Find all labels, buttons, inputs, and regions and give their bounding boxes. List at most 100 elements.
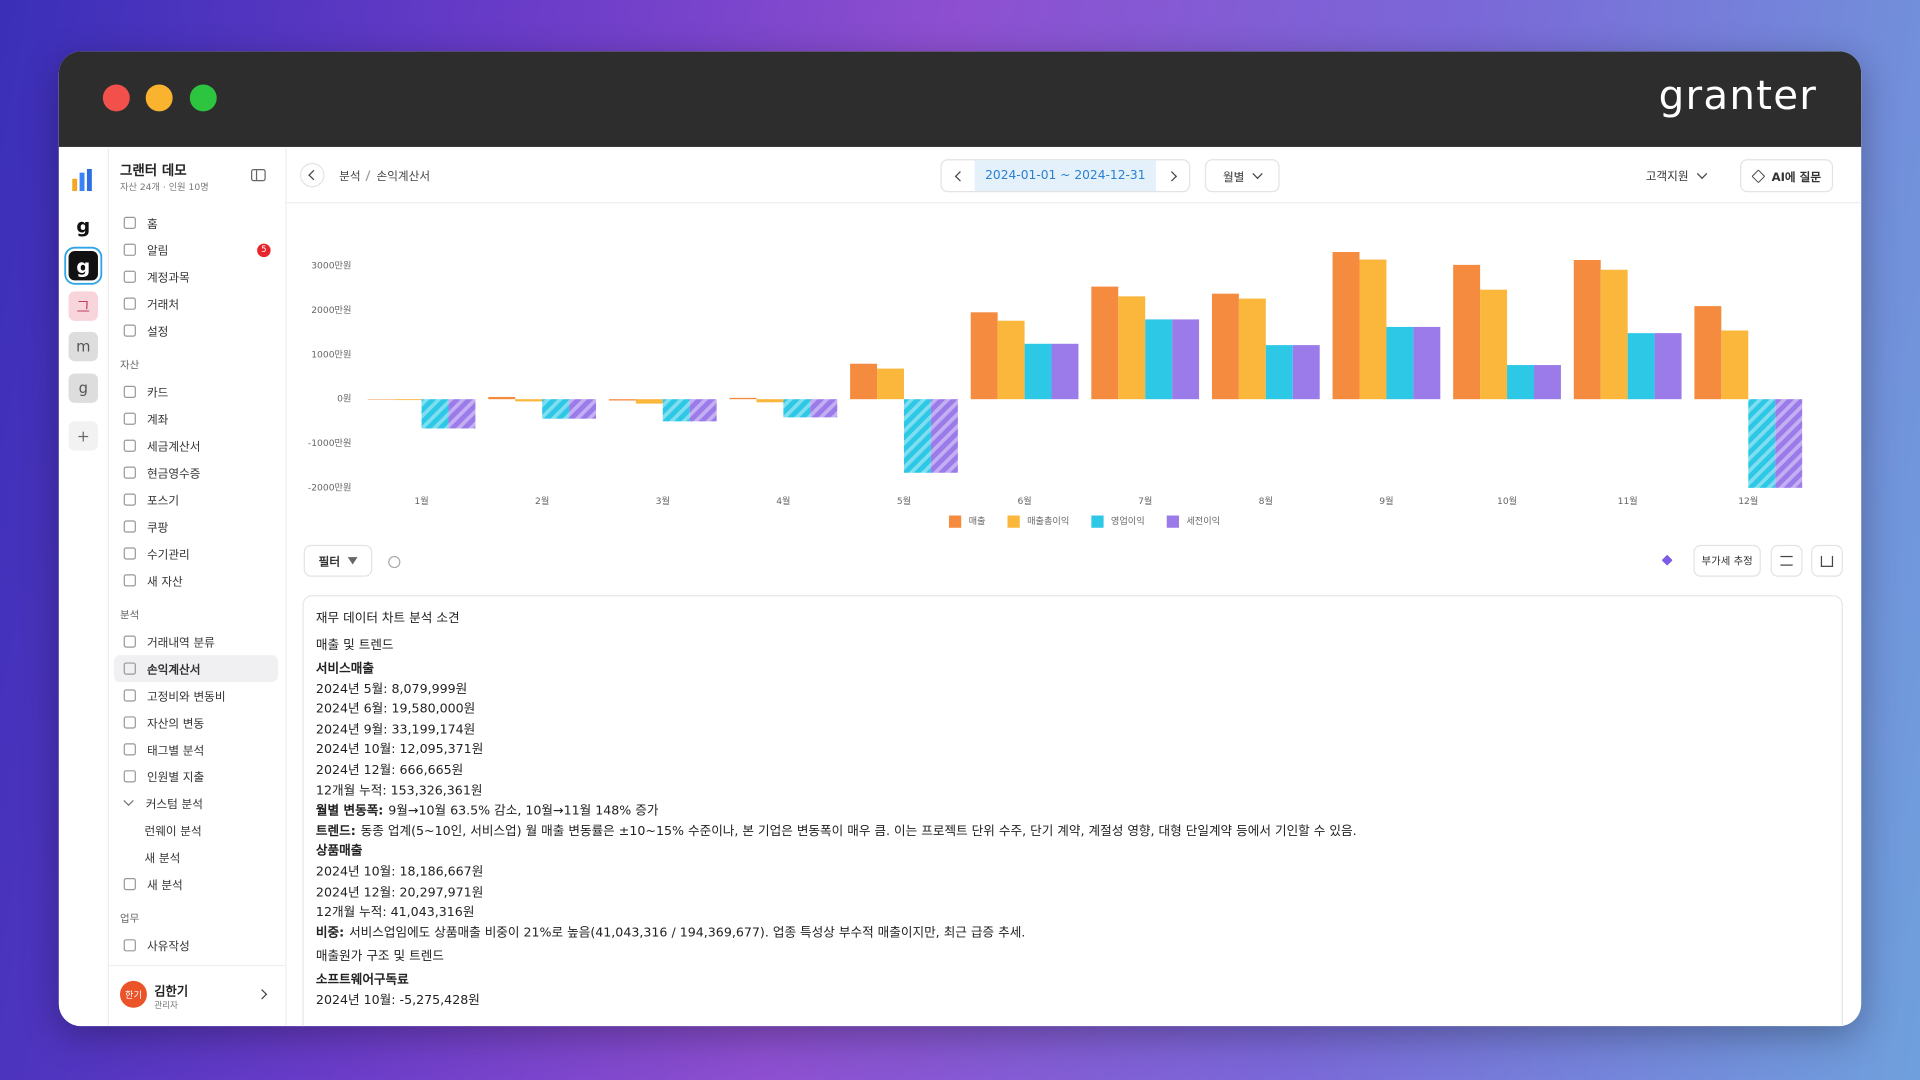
bar xyxy=(1748,399,1776,488)
nav-icon xyxy=(123,520,136,533)
workspace-item[interactable]: g xyxy=(68,373,98,403)
prev-period[interactable] xyxy=(942,170,975,181)
ai-sparkle[interactable] xyxy=(1661,554,1673,566)
nav-item[interactable]: 계좌 xyxy=(114,405,278,432)
bar xyxy=(689,399,717,422)
bar xyxy=(850,363,878,400)
chart: 3000만원 2000만원 1000만원 0원 -1000만원 -2000만원 1월 2월 3월… xyxy=(308,252,1803,528)
bar xyxy=(1721,330,1749,400)
header: 분석 손익계산서 2024-01-01 ~ 2024-12-31 월별 고객지원 … xyxy=(285,147,1862,204)
bar xyxy=(1413,326,1441,400)
download-button[interactable] xyxy=(1811,544,1843,577)
nav-label: 새 분석 xyxy=(146,879,183,893)
nav-icon xyxy=(123,324,136,337)
nav-item[interactable]: 수기관리 xyxy=(114,540,278,567)
analysis-text: 매출 및 트렌드 xyxy=(315,637,394,653)
help-icon[interactable] xyxy=(388,555,401,569)
nav-icon xyxy=(123,689,136,702)
nav-item[interactable]: 포스기 xyxy=(114,486,278,513)
analysis-line: 재무 데이터 차트 분석 소견 xyxy=(316,605,1829,632)
analysis-text: 2024년 10월: 12,095,371원 xyxy=(315,742,484,758)
analysis-line: 12개월 누적: 41,043,316원 xyxy=(316,903,1829,923)
nav-item[interactable]: 새 분석 xyxy=(114,871,278,898)
bar xyxy=(1118,296,1146,400)
nav-item[interactable]: 새 분석 xyxy=(114,844,278,871)
nav-icon xyxy=(123,716,136,729)
x-tick-label: 11월 xyxy=(1618,495,1638,507)
close-button[interactable] xyxy=(102,84,130,112)
bar xyxy=(1292,345,1320,400)
bar xyxy=(997,320,1025,400)
bar xyxy=(635,399,663,404)
nav-icon xyxy=(123,547,136,560)
bar xyxy=(756,399,784,403)
icon xyxy=(1252,168,1264,180)
nav-item[interactable]: 계정과목 xyxy=(114,263,278,290)
nav-item[interactable]: 손익계산서 xyxy=(113,655,278,683)
maximize-button[interactable] xyxy=(189,84,217,112)
bar xyxy=(1694,306,1722,400)
nav-item[interactable]: 커스텀 분석 xyxy=(114,790,278,817)
workspace-item[interactable]: m xyxy=(68,331,98,362)
bar xyxy=(1238,298,1266,400)
crumb[interactable]: 분석 xyxy=(339,170,361,184)
support-menu[interactable]: 고객지원 xyxy=(1646,167,1708,184)
minimize-button[interactable] xyxy=(145,84,173,112)
nav-item[interactable]: 설정 xyxy=(114,317,278,344)
analysis-line: 12개월 누적: 153,326,361원 xyxy=(316,781,1829,801)
nav-item[interactable]: 사유작성 xyxy=(114,932,278,959)
nav-item[interactable]: 런웨이 분석 xyxy=(114,817,278,844)
nav-item[interactable]: 카드 xyxy=(114,378,278,405)
period-select[interactable]: 월별 xyxy=(1204,159,1280,193)
analysis-line: 트렌드: 동종 업계(5~10인, 서비스업) 월 매출 변동률은 ±10~15%… xyxy=(316,821,1829,841)
nav-item[interactable]: 쿠팡 xyxy=(114,513,278,540)
nav-item[interactable]: 세금계산서 xyxy=(114,432,278,459)
user-panel[interactable]: 한기 김한기 관리자 xyxy=(107,964,286,1026)
nav-label: 포스기 xyxy=(146,494,180,509)
nav-item[interactable]: 홈 xyxy=(114,209,278,236)
workspace-meta: 자산 24개 · 인원 10명 xyxy=(120,181,209,193)
nav-item[interactable]: 알림 5 xyxy=(114,236,278,263)
nav-icon xyxy=(123,877,136,891)
nav-label: 손익계산서 xyxy=(146,663,201,678)
nav-item[interactable]: 거래내역 분류 xyxy=(114,628,278,655)
nav-icon xyxy=(123,743,136,756)
workspace-name[interactable]: 그랜터 데모 xyxy=(120,162,187,179)
workspace-item[interactable]: 그 xyxy=(68,291,98,321)
nav-section: 자산 xyxy=(120,360,140,373)
sidebar-toggle[interactable] xyxy=(251,168,266,182)
nav-item[interactable]: 새 자산 xyxy=(114,567,278,594)
nav-label: 카드 xyxy=(146,386,169,401)
analysis-text: 동종 업계(5~10인, 서비스업) 월 매출 변동률은 ±10~15% 수준이… xyxy=(360,823,1357,839)
filter-button[interactable]: 필터 xyxy=(303,544,373,577)
analysis-text: 2024년 10월: -5,275,428원 xyxy=(315,992,480,1008)
nav-item[interactable]: 현금영수증 xyxy=(114,459,278,486)
bar xyxy=(1024,343,1052,400)
nav-item[interactable]: 자산의 변동 xyxy=(114,709,278,736)
add-workspace[interactable] xyxy=(68,421,98,451)
ai-button[interactable]: AI에 질문 xyxy=(1740,159,1834,193)
nav-icon xyxy=(123,385,136,398)
date-range[interactable]: 2024-01-01 ~ 2024-12-31 xyxy=(974,160,1156,192)
nav-icon xyxy=(123,662,136,675)
next-period[interactable] xyxy=(1156,170,1189,181)
sort-button[interactable] xyxy=(1770,544,1803,577)
nav-icon xyxy=(123,243,136,256)
nav-item[interactable]: 거래처 xyxy=(114,290,278,317)
nav-item[interactable]: 고정비와 변동비 xyxy=(114,682,278,709)
vat-label: 부가세 추정 xyxy=(1701,555,1753,569)
ai-label: AI에 질문 xyxy=(1771,170,1822,185)
analysis-line: 2024년 9월: 33,199,174원 xyxy=(316,720,1829,740)
bar xyxy=(1172,319,1200,400)
nav-label: 커스텀 분석 xyxy=(145,798,203,812)
workspace-item[interactable]: g xyxy=(76,213,91,237)
vat-button[interactable]: 부가세 추정 xyxy=(1693,544,1761,577)
nav-item[interactable]: 태그별 분석 xyxy=(114,736,278,763)
workspace-item[interactable]: g xyxy=(68,251,98,281)
nav-item[interactable]: 인원별 지출 xyxy=(114,763,278,790)
back-button[interactable] xyxy=(300,162,325,188)
nav-label: 홈 xyxy=(146,217,158,232)
y-tick-label: -1000만원 xyxy=(308,438,352,449)
